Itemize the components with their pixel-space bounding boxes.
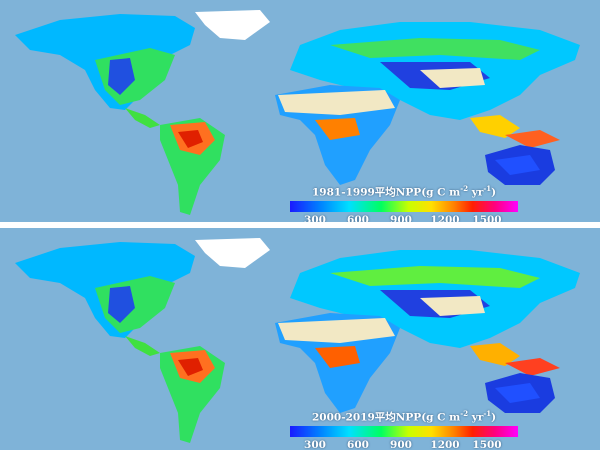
- tick-label: 1200: [430, 213, 460, 223]
- colorbar-ticks: 300 600 900 1200 1500: [290, 439, 520, 450]
- tick-label: 300: [304, 438, 326, 450]
- legend-title: 1981-1999平均NPP(g C m-2 yr-1): [312, 184, 497, 199]
- map-panel-1981-1999: 1981-1999平均NPP(g C m-2 yr-1) 300 600 900…: [0, 0, 600, 222]
- npp-colorbar: [290, 200, 518, 212]
- tick-label: 900: [390, 213, 412, 223]
- panel-divider: [0, 222, 600, 228]
- tick-label: 600: [347, 213, 369, 223]
- npp-colorbar: [290, 425, 518, 437]
- tick-label: 300: [304, 213, 326, 223]
- map-panel-2000-2019: 2000-2019平均NPP(g C m-2 yr-1) 300 600 900…: [0, 228, 600, 450]
- world-npp-map: [15, 10, 580, 215]
- tick-label: 900: [390, 438, 412, 450]
- tick-label: 1500: [472, 438, 502, 450]
- npp-legend: 2000-2019平均NPP(g C m-2 yr-1) 300 600 900…: [290, 408, 520, 450]
- tick-label: 600: [347, 438, 369, 450]
- tick-label: 1500: [472, 213, 502, 223]
- npp-legend: 1981-1999平均NPP(g C m-2 yr-1) 300 600 900…: [290, 183, 520, 222]
- tick-label: 1200: [430, 438, 460, 450]
- colorbar-ticks: 300 600 900 1200 1500: [290, 214, 520, 223]
- world-npp-map: [15, 238, 580, 443]
- legend-title: 2000-2019平均NPP(g C m-2 yr-1): [312, 409, 497, 424]
